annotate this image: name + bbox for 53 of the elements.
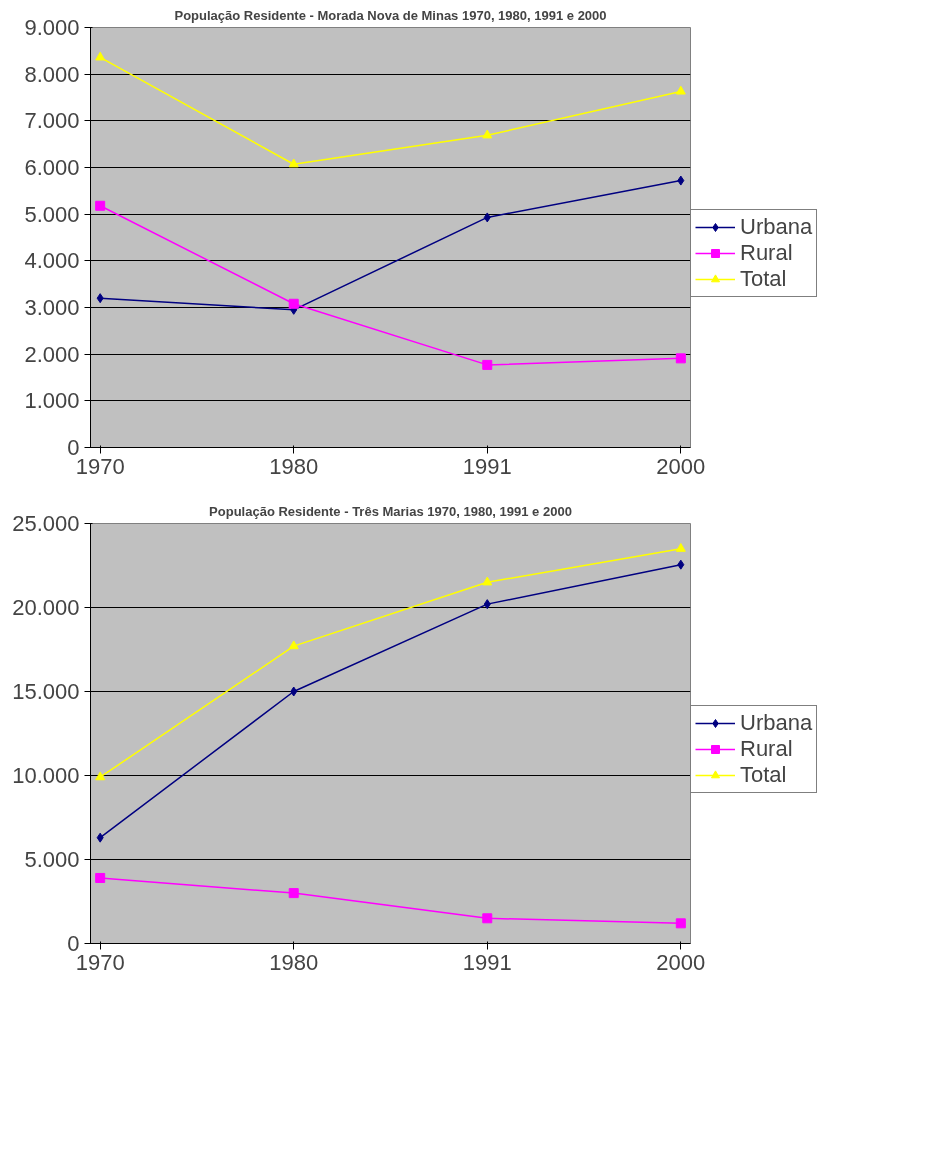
x-tick-label: 2000 (656, 949, 706, 975)
y-tick-label: 7.000 (24, 108, 80, 134)
y-tick-label: 25.000 (12, 511, 80, 536)
x-tick-label: 2000 (656, 453, 706, 479)
point (95, 771, 106, 781)
point (675, 918, 686, 929)
y-tick-label: 2.000 (24, 341, 80, 367)
y-tick-label: 20.000 (12, 595, 80, 620)
y-tick-label: 9.000 (24, 15, 80, 40)
point (483, 599, 491, 610)
legend-label: Urbana (740, 710, 813, 736)
point (95, 200, 106, 211)
point (288, 640, 299, 650)
legend-label: Rural (740, 736, 793, 762)
point (288, 888, 299, 899)
legend-label: Total (740, 266, 787, 292)
y-tick-label: 4.000 (24, 248, 80, 274)
y-tick-label: 0 (67, 931, 80, 956)
point (96, 293, 104, 304)
y-tick-label: 6.000 (24, 155, 80, 180)
point (677, 559, 685, 570)
point (675, 543, 686, 552)
x-tick-label: 1991 (462, 949, 512, 975)
point (482, 359, 493, 370)
point (288, 298, 299, 309)
point (96, 832, 104, 843)
y-tick-label: 8.000 (24, 61, 80, 87)
y-tick-label: 0 (67, 435, 80, 460)
point (482, 576, 493, 586)
y-tick-label: 5.000 (24, 847, 80, 872)
point (675, 85, 686, 95)
point (482, 913, 493, 924)
point (675, 353, 686, 364)
chart-title: População Residente - Morada Nova de Minas 1970, 1980, 1991 e 2000 (174, 7, 607, 23)
y-tick-label: 15.000 (12, 679, 80, 704)
x-tick-label: 1980 (269, 949, 319, 975)
point (95, 872, 106, 883)
point (482, 129, 493, 139)
legend-label: Rural (740, 240, 793, 266)
legend-label: Urbana (740, 214, 813, 240)
point (288, 158, 299, 168)
point (95, 51, 106, 61)
point (483, 212, 491, 223)
y-tick-label: 1.000 (24, 388, 80, 414)
y-tick-label: 3.000 (24, 295, 80, 320)
chart-title: População Residente - Três Marias 1970, 1980, 1991 e 2000 (209, 503, 572, 519)
y-tick-label: 10.000 (12, 763, 80, 788)
point (290, 686, 298, 697)
y-tick-label: 5.000 (24, 201, 80, 227)
point (677, 175, 685, 186)
legend-label: Total (740, 762, 787, 788)
x-tick-label: 1991 (462, 453, 512, 479)
x-tick-label: 1980 (269, 453, 319, 479)
